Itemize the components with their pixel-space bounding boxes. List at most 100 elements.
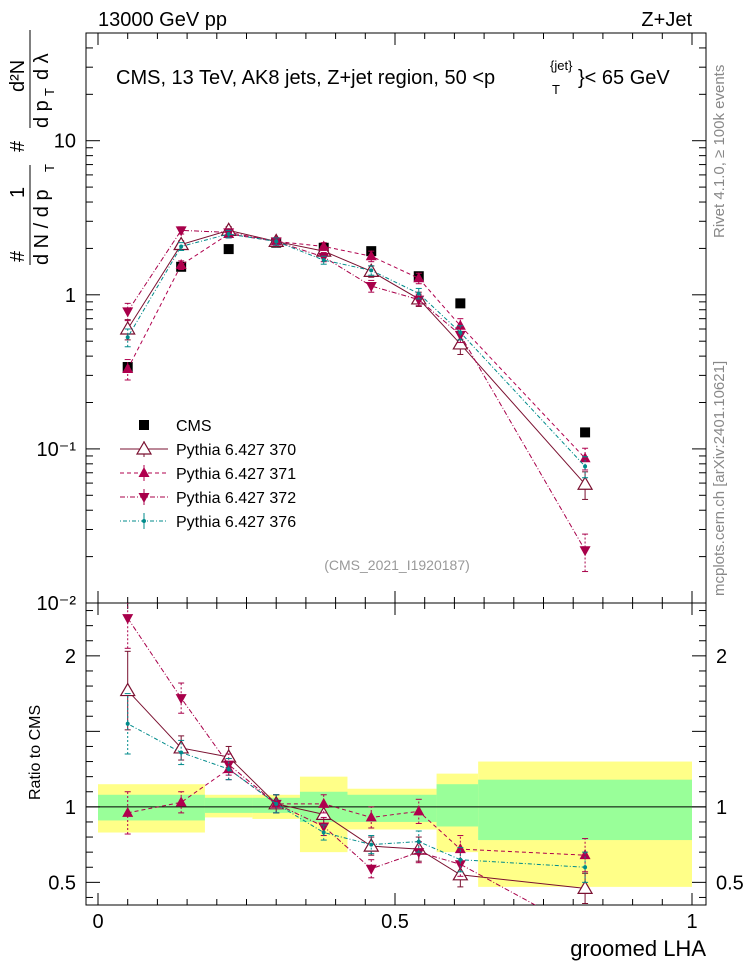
header-energy: 13000 GeV pp (98, 9, 227, 31)
point-p376 (274, 801, 279, 806)
point-p371 (175, 796, 187, 807)
point-p372 (175, 694, 187, 705)
ratio-uncertainty-bands (86, 761, 706, 887)
point-p376 (179, 244, 184, 249)
point-p372 (579, 546, 591, 557)
point-p372 (365, 282, 377, 293)
ylabel-den2: d p (31, 100, 53, 128)
y-tick-label-ratio-right: 0.5 (716, 872, 744, 894)
point-p371 (365, 250, 377, 261)
legend: CMS Pythia 6.427 370 Pythia 6.427 371 Pythi… (120, 418, 296, 531)
y-tick-label-main: 10⁻² (37, 593, 77, 615)
band-inner-7 (478, 779, 692, 841)
point-p372 (122, 307, 134, 318)
ylabel-one: 1 (7, 187, 29, 198)
point-p371 (175, 259, 187, 270)
point-p376 (125, 335, 130, 340)
legend-label-cms: CMS (176, 418, 212, 435)
point-p372 (365, 864, 377, 875)
legend-label-p370: Pythia 6.427 370 (176, 442, 296, 459)
ylabel-den1-sub: T (42, 164, 57, 172)
xlabel: groomed LHA (570, 936, 706, 961)
point-p372 (175, 226, 187, 237)
legend-marker-p371 (138, 467, 150, 477)
legend-marker-cms (139, 420, 149, 430)
point-p370 (452, 866, 469, 881)
point-p371 (318, 797, 330, 808)
x-tick-label: 0.5 (381, 911, 409, 933)
point-cms (455, 298, 466, 309)
axis-ticks: 0 0.5 1 10⁻² 10⁻¹ 1 10 0.5 0.5 1 1 2 2 (37, 32, 744, 933)
band-inner-0 (98, 794, 205, 821)
point-p376 (458, 857, 463, 862)
analysis-watermark: (CMS_2021_I1920187) (324, 557, 470, 573)
y-tick-label-ratio: 2 (65, 646, 76, 668)
band-inner-1 (204, 797, 253, 813)
point-p370 (119, 320, 136, 335)
point-cms (580, 427, 591, 438)
ratio-plot-frame (85, 602, 707, 906)
point-p376 (583, 865, 588, 870)
y-tick-label-ratio: 1 (65, 797, 76, 819)
point-p376 (274, 239, 279, 244)
point-p376 (179, 750, 184, 755)
ylabel-den1: d N / d p (31, 189, 53, 265)
point-p372 (454, 860, 466, 871)
y-tick-label-main: 1 (65, 285, 76, 307)
main-title-sup: {jet} (550, 58, 573, 73)
point-p371 (413, 272, 425, 283)
main-title: CMS, 13 TeV, AK8 jets, Z+jet region, 50 … (116, 67, 495, 89)
point-p376 (125, 721, 130, 726)
point-p371 (454, 319, 466, 330)
point-p371 (454, 843, 466, 854)
y-tick-label-main: 10⁻¹ (37, 439, 77, 461)
point-p371 (122, 363, 134, 374)
ylabel-num2: d²N (7, 60, 29, 92)
series-p372 (122, 226, 591, 573)
rivet-label: Rivet 4.1.0, ≥ 100k events (711, 65, 728, 238)
mcplots-url-label: mcplots.cern.ch [arXiv:2401.10621] (711, 361, 728, 596)
ratio-ylabel: Ratio to CMS (27, 705, 44, 800)
series-line-p376 (127, 233, 586, 467)
point-p376 (321, 258, 326, 263)
main-title-sub: T (552, 82, 560, 97)
legend-marker-p372 (138, 493, 150, 503)
series-p376 (124, 229, 589, 479)
point-p371 (318, 240, 330, 251)
legend-label-p372: Pythia 6.427 372 (176, 490, 296, 507)
point-p370 (577, 476, 594, 490)
main-data-layer (119, 222, 594, 573)
ylabel-hash1: # (7, 250, 29, 262)
point-p376 (458, 330, 463, 335)
point-p371 (122, 806, 134, 817)
point-p376 (226, 232, 231, 237)
series-cms (122, 237, 591, 438)
header-process: Z+Jet (641, 9, 692, 31)
main-ylabel: # 1 d N / d p T # d²N d p T d λ (7, 30, 57, 265)
main-title-tail: }< 65 GeV (578, 67, 670, 89)
point-p376 (369, 842, 374, 847)
point-p376 (321, 830, 326, 835)
legend-marker-p376 (142, 519, 146, 523)
point-cms (223, 244, 234, 255)
point-p372 (413, 848, 425, 859)
point-p371 (365, 811, 377, 822)
y-tick-label-main: 10 (54, 131, 76, 153)
point-p371 (413, 805, 425, 816)
point-p376 (226, 767, 231, 772)
legend-label-p376: Pythia 6.427 376 (176, 514, 296, 531)
point-p370 (577, 880, 594, 894)
legend-marker-p370 (135, 440, 153, 455)
series-p376 (124, 693, 589, 883)
ratio-data-layer (119, 603, 594, 905)
x-tick-label: 0 (92, 911, 103, 933)
point-p376 (416, 291, 421, 296)
point-p376 (583, 464, 588, 469)
y-tick-label-ratio-right: 2 (716, 646, 727, 668)
point-p372 (318, 252, 330, 263)
point-p376 (369, 268, 374, 273)
ylabel-hash2: # (7, 140, 29, 152)
point-p370 (119, 682, 136, 697)
band-inner-6 (436, 784, 479, 827)
